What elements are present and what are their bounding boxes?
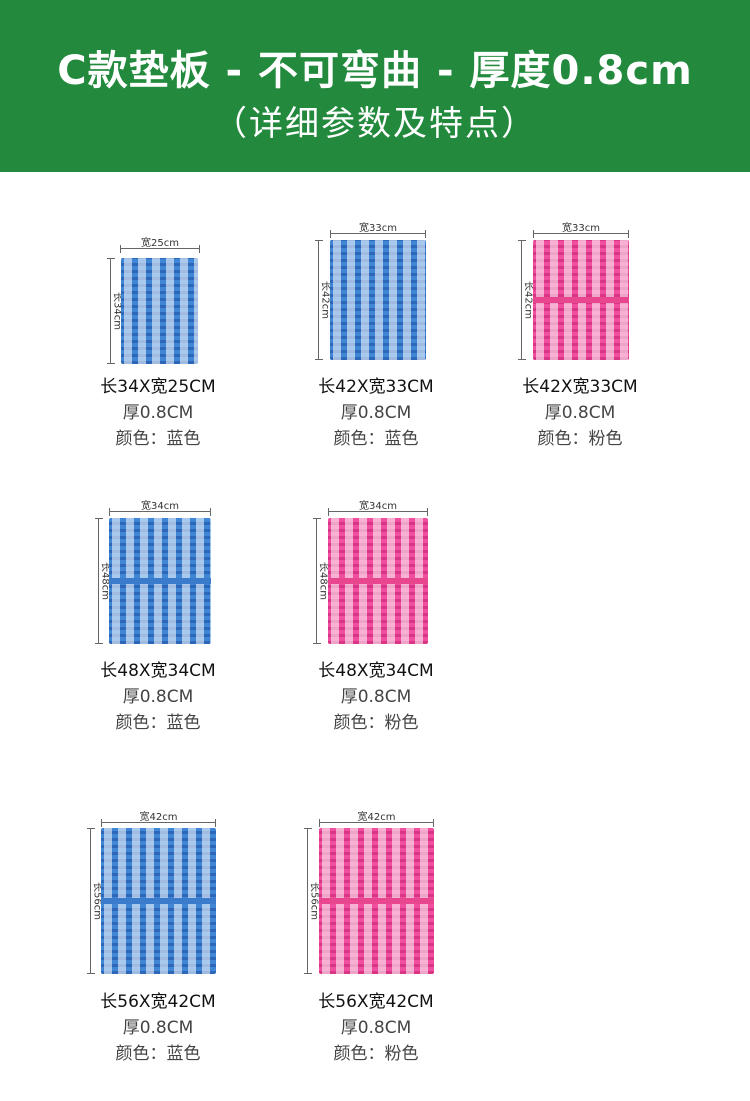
product-thickness: 厚0.8CM — [122, 687, 194, 707]
product-thickness: 厚0.8CM — [122, 1018, 194, 1038]
length-dimension: 长34cm — [100, 258, 127, 364]
board-image-pink — [319, 828, 434, 974]
product-caption: 长42X宽33CM 厚0.8CM 颜色：蓝色 — [286, 374, 466, 452]
product-size: 长42X宽33CM — [318, 377, 434, 397]
product-color: 颜色：蓝色 — [115, 1044, 201, 1064]
product-size: 长56X宽42CM — [100, 992, 216, 1012]
width-dimension: 宽42cm — [319, 808, 434, 827]
page-header: C款垫板 - 不可弯曲 - 厚度0.8cm （详细参数及特点） — [0, 0, 750, 172]
product-size: 长42X宽33CM — [522, 377, 638, 397]
board-image-pink — [533, 240, 629, 360]
width-dimension: 宽33cm — [533, 219, 629, 238]
product-caption: 长56X宽42CM 厚0.8CM 颜色：蓝色 — [68, 989, 248, 1067]
length-dimension: 长42cm — [308, 240, 335, 360]
product-thickness: 厚0.8CM — [544, 403, 616, 423]
page-subtitle: （详细参数及特点） — [213, 104, 537, 144]
length-dimension: 长48cm — [306, 518, 333, 644]
product-color: 颜色：蓝色 — [115, 713, 201, 733]
length-dimension: 长42cm — [511, 240, 538, 360]
width-label: 宽34cm — [359, 501, 397, 512]
product-size: 长56X宽42CM — [318, 992, 434, 1012]
product-thickness: 厚0.8CM — [122, 403, 194, 423]
product-color: 颜色：粉色 — [333, 1044, 419, 1064]
board-image-blue — [330, 240, 426, 360]
width-dimension: 宽34cm — [328, 497, 428, 516]
length-dimension: 长56cm — [297, 828, 324, 974]
width-label: 宽34cm — [141, 501, 179, 512]
product-size: 长48X宽34CM — [318, 661, 434, 681]
board-image-blue — [101, 828, 216, 974]
product-thickness: 厚0.8CM — [340, 1018, 412, 1038]
product-caption: 长42X宽33CM 厚0.8CM 颜色：粉色 — [490, 374, 670, 452]
product-caption: 长56X宽42CM 厚0.8CM 颜色：粉色 — [286, 989, 466, 1067]
width-label: 宽33cm — [359, 223, 397, 234]
product-size: 长48X宽34CM — [100, 661, 216, 681]
board-image-blue — [121, 258, 198, 364]
board-image-blue — [109, 518, 211, 644]
product-thickness: 厚0.8CM — [340, 403, 412, 423]
width-label: 宽25cm — [141, 238, 179, 249]
width-dimension: 宽34cm — [109, 497, 211, 516]
width-label: 宽42cm — [139, 812, 178, 823]
length-dimension: 长48cm — [88, 518, 115, 644]
product-thickness: 厚0.8CM — [340, 687, 412, 707]
product-caption: 长48X宽34CM 厚0.8CM 颜色：粉色 — [286, 658, 466, 736]
product-color: 颜色：蓝色 — [333, 429, 419, 449]
product-caption: 长34X宽25CM 厚0.8CM 颜色：蓝色 — [68, 374, 248, 452]
width-label: 宽42cm — [357, 812, 396, 823]
product-color: 颜色：粉色 — [333, 713, 419, 733]
product-color: 颜色：粉色 — [537, 429, 623, 449]
product-caption: 长48X宽34CM 厚0.8CM 颜色：蓝色 — [68, 658, 248, 736]
product-size: 长34X宽25CM — [100, 377, 216, 397]
product-color: 颜色：蓝色 — [115, 429, 201, 449]
width-dimension: 宽42cm — [101, 808, 216, 827]
width-dimension: 宽25cm — [120, 234, 200, 253]
page-title: C款垫板 - 不可弯曲 - 厚度0.8cm — [57, 48, 693, 94]
board-image-pink — [328, 518, 428, 644]
width-dimension: 宽33cm — [330, 219, 426, 238]
length-dimension: 长56cm — [80, 828, 107, 974]
width-label: 宽33cm — [562, 223, 600, 234]
